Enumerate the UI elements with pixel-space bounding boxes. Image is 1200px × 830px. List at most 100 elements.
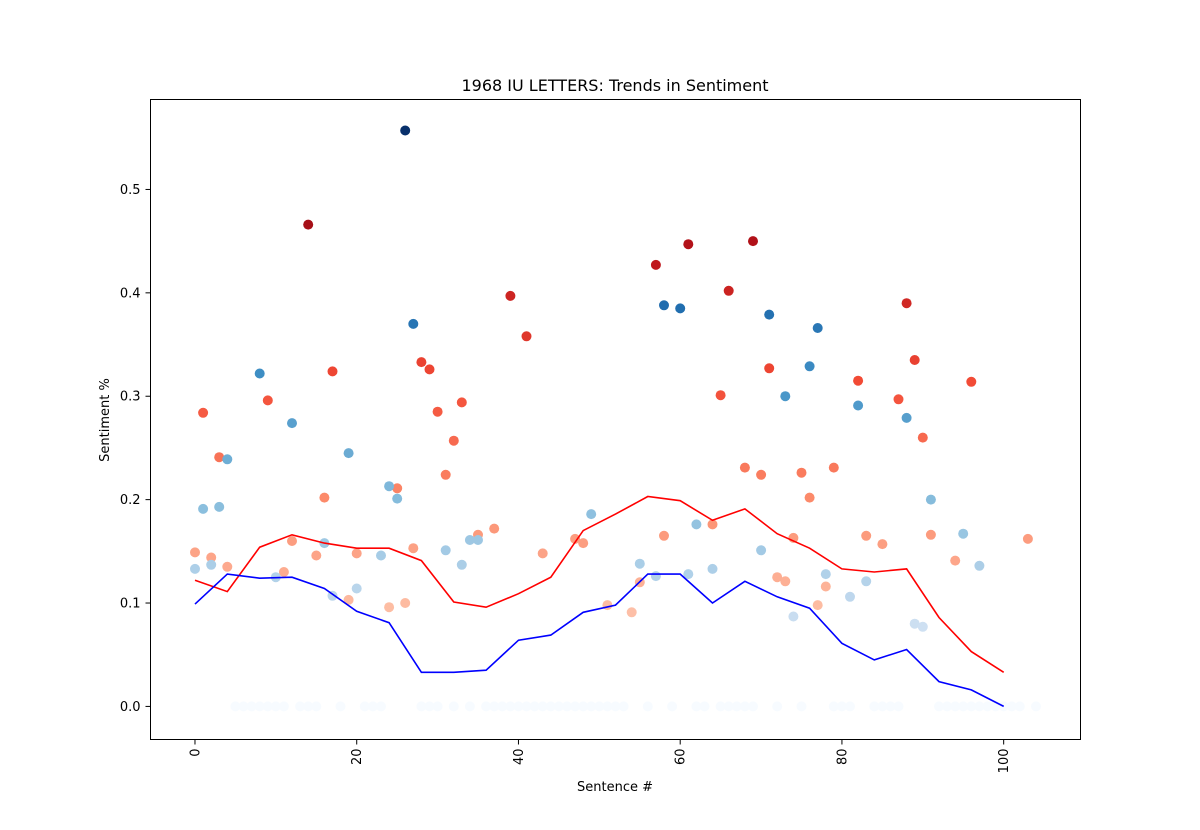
x-tick-label: 20	[350, 749, 365, 766]
zero-point	[934, 701, 944, 712]
y-tick-label: 0.1	[120, 597, 141, 612]
positive-point	[966, 376, 977, 387]
zero-point	[464, 701, 475, 712]
positive-point	[578, 538, 589, 549]
positive-point	[780, 576, 791, 587]
zero-point	[731, 701, 742, 712]
zero-point	[723, 701, 734, 712]
zero-point	[748, 701, 758, 712]
positive-point	[796, 467, 807, 478]
y-tick-label: 0.4	[120, 286, 141, 301]
positive-point	[343, 594, 354, 605]
zero-point	[594, 701, 605, 712]
zero-point	[610, 701, 621, 712]
negative-point	[845, 591, 855, 602]
positive-point	[456, 397, 467, 408]
zero-point	[950, 701, 961, 712]
negative-point	[788, 611, 799, 622]
plot-area	[190, 125, 1041, 712]
zero-point	[521, 701, 532, 712]
positive-point	[287, 536, 297, 546]
zero-point	[481, 701, 492, 712]
negative-point	[440, 545, 451, 556]
positive-point	[707, 519, 718, 530]
y-tick-label: 0.0	[120, 700, 141, 715]
positive-point	[683, 239, 694, 250]
positive-point	[723, 285, 734, 296]
zero-point	[529, 701, 540, 712]
positive-point	[602, 600, 613, 611]
positive-point	[877, 539, 888, 550]
negative-point	[917, 621, 928, 632]
negative-point	[473, 535, 483, 545]
positive-point	[748, 236, 758, 247]
positive-point	[1022, 533, 1033, 544]
zero-point	[497, 701, 508, 712]
positive-point	[893, 394, 904, 405]
positive-point	[400, 598, 411, 608]
zero-point	[836, 701, 847, 712]
positive-point	[570, 533, 581, 544]
positive-point	[424, 364, 435, 375]
negative-point	[650, 571, 661, 582]
positive-point	[319, 492, 330, 503]
positive-point	[351, 548, 362, 559]
negative-point	[861, 576, 872, 587]
zero-point	[618, 701, 629, 712]
zero-point	[570, 701, 581, 712]
positive-point	[901, 298, 912, 309]
negative-point	[464, 535, 475, 545]
negative-point	[909, 618, 920, 629]
negative-point	[812, 323, 823, 333]
negative-point	[707, 563, 718, 574]
zero-point	[505, 701, 516, 712]
zero-point	[772, 701, 783, 712]
positive-point	[626, 607, 637, 618]
y-tick-label: 0.3	[120, 390, 141, 405]
positive-point	[416, 357, 427, 368]
positive-point	[206, 552, 217, 563]
zero-point	[230, 701, 241, 712]
negative-point	[659, 300, 669, 311]
positive-point	[804, 492, 815, 503]
zero-point	[602, 701, 613, 712]
zero-point	[424, 701, 435, 712]
zero-point	[642, 701, 653, 712]
positive-point	[828, 462, 839, 473]
positive-point	[917, 432, 928, 443]
zero-point	[367, 701, 378, 712]
zero-point	[359, 701, 370, 712]
negative-point	[206, 559, 217, 570]
negative-trend-line	[194, 573, 1005, 708]
positive-point	[812, 600, 823, 611]
negative-point	[756, 545, 767, 556]
zero-point	[586, 701, 597, 712]
positive-point	[448, 435, 459, 446]
zero-point	[562, 701, 572, 712]
positive-point	[715, 390, 726, 401]
negative-point	[254, 368, 265, 379]
zero-point	[578, 701, 589, 712]
positive-point	[222, 561, 233, 572]
positive-point	[521, 331, 532, 342]
negative-point	[820, 569, 831, 580]
zero-point	[262, 701, 273, 712]
positive-point	[278, 567, 289, 577]
x-axis-title: Sentence #	[577, 780, 653, 795]
negative-point	[376, 550, 386, 561]
zero-point	[489, 701, 500, 712]
zero-point	[982, 701, 993, 712]
x-tick-label: 60	[674, 749, 689, 766]
y-tick-label: 0.5	[120, 183, 141, 198]
x-tick-label: 0	[188, 749, 203, 757]
positive-point	[262, 395, 273, 406]
negative-point	[287, 418, 297, 429]
zero-point	[270, 701, 281, 712]
zero-point	[942, 701, 953, 712]
positive-point	[303, 219, 314, 230]
negative-point	[351, 583, 362, 594]
x-axis: 0 20 40 60 80 100	[188, 739, 1012, 773]
zero-point	[667, 701, 678, 712]
positive-point	[327, 366, 338, 377]
zero-point	[295, 701, 306, 712]
